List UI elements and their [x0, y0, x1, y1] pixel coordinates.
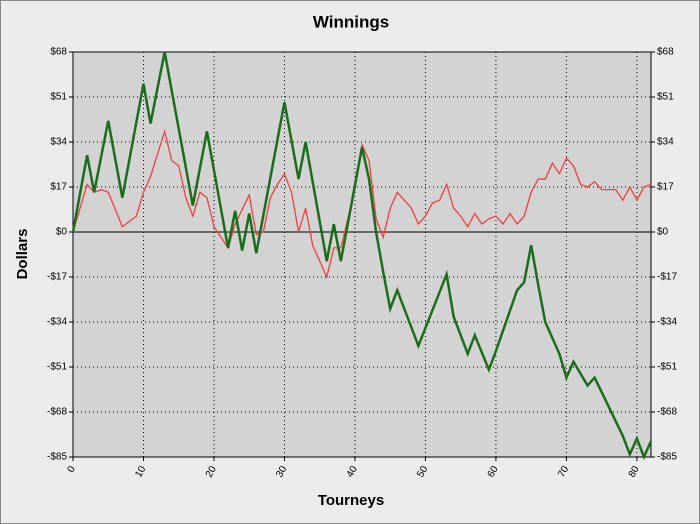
x-tick-label: 0: [66, 464, 79, 475]
x-tick-label: 70: [556, 464, 571, 480]
y-tick-label: -$51: [47, 362, 67, 373]
y2-tick-label: -$68: [657, 407, 677, 418]
y2-tick-label: -$17: [657, 272, 677, 283]
y2-tick-label: $51: [657, 92, 674, 103]
y-axis-title: Dollars: [14, 229, 31, 280]
y2-tick-label: $68: [657, 47, 674, 58]
y-tick-label: -$17: [47, 272, 67, 283]
y-tick-label: -$34: [47, 317, 67, 328]
x-axis-title: Tourneys: [318, 492, 384, 509]
y2-tick-label: $17: [657, 182, 674, 193]
chart-title: Winnings: [313, 12, 389, 31]
y2-tick-label: -$34: [657, 317, 677, 328]
y-tick-label: $68: [50, 47, 67, 58]
y2-tick-label: $0: [657, 227, 669, 238]
y2-tick-label: -$51: [657, 362, 677, 373]
y2-tick-label: -$85: [657, 452, 677, 463]
plot-area: [72, 51, 652, 458]
y-tick-label: $51: [50, 92, 67, 103]
x-tick-label: 80: [627, 464, 642, 480]
x-tick-label: 20: [204, 464, 219, 480]
x-tick-label: 10: [133, 464, 148, 480]
y-tick-label: -$68: [47, 407, 67, 418]
y2-tick-label: $34: [657, 137, 674, 148]
y-tick-label: $34: [50, 137, 67, 148]
x-tick-label: 60: [486, 464, 501, 480]
series-line: [72, 128, 652, 280]
series-line: [71, 51, 653, 461]
y-tick-label: -$85: [47, 452, 67, 463]
x-tick-label: 30: [274, 464, 289, 480]
y-tick-label: $17: [50, 182, 67, 193]
y-tick-label: $0: [56, 227, 68, 238]
x-tick-label: 40: [345, 464, 360, 480]
x-tick-label: 50: [415, 464, 430, 480]
